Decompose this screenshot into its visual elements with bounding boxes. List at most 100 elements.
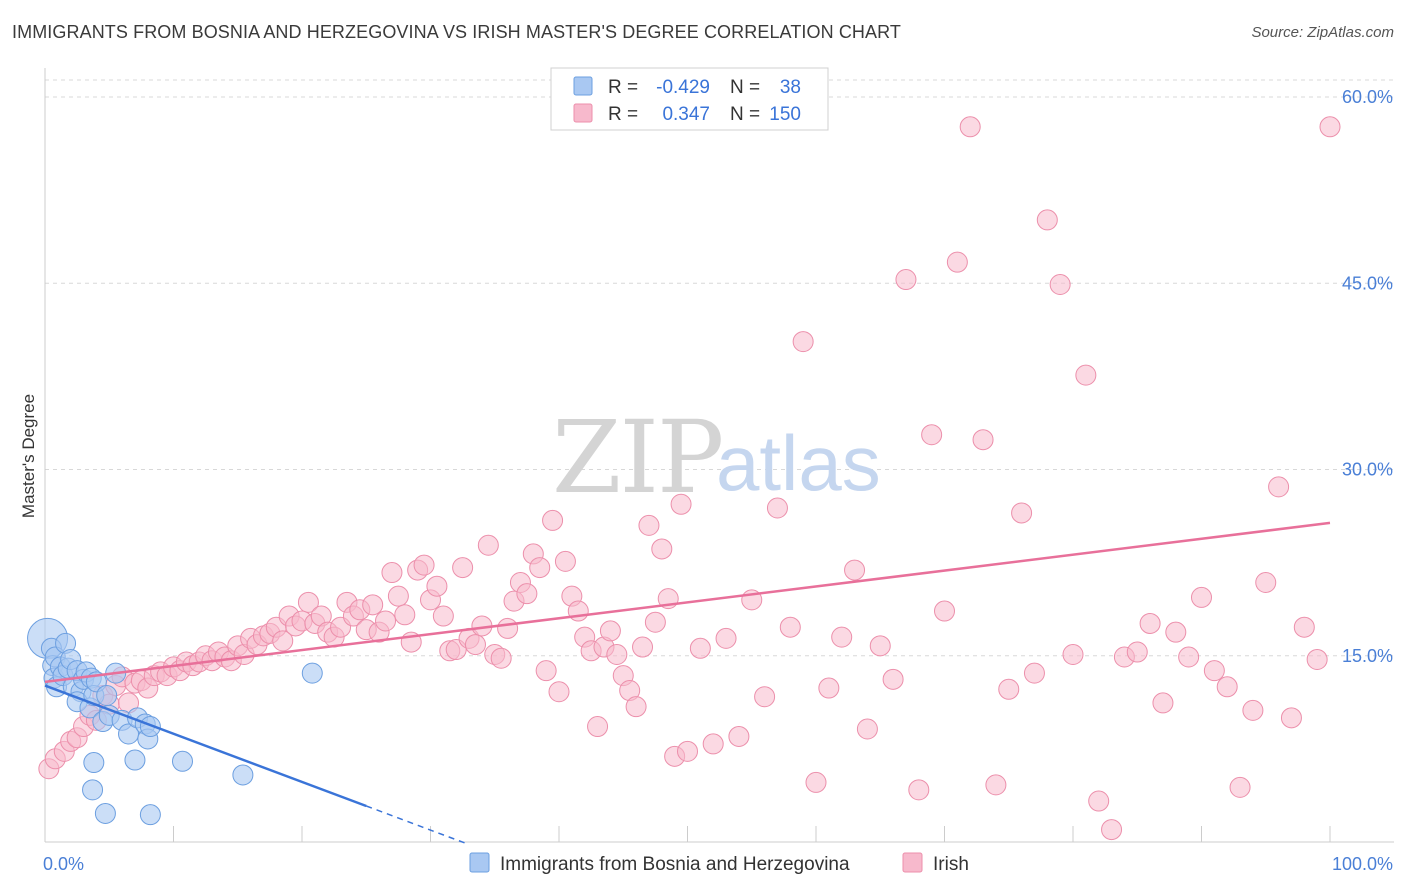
- irish-point: [1242, 699, 1264, 721]
- stats-legend-blue-swatch: [573, 76, 593, 96]
- bottom-legend: Immigrants from Bosnia and Herzegovina I…: [469, 852, 969, 875]
- bosnia-point: [118, 723, 140, 745]
- irish-point: [1023, 662, 1045, 684]
- stats-legend-pink-swatch: [573, 103, 593, 123]
- irish-point: [381, 562, 403, 584]
- legend-swatch-bosnia: [469, 852, 490, 873]
- irish-point: [1152, 692, 1174, 714]
- irish-point: [1139, 612, 1161, 634]
- irish-point: [728, 725, 750, 747]
- y-tick-label: 45.0%: [1342, 273, 1393, 293]
- irish-point: [413, 554, 435, 576]
- irish-point: [587, 716, 609, 738]
- irish-point: [670, 493, 692, 515]
- irish-point: [606, 644, 628, 666]
- irish-point: [1178, 646, 1200, 668]
- watermark: ZIP atlas: [552, 399, 881, 516]
- irish-point: [831, 626, 853, 648]
- irish-point: [998, 678, 1020, 700]
- irish-point: [1165, 621, 1187, 643]
- irish-point: [1268, 476, 1290, 498]
- irish-point: [638, 514, 660, 536]
- irish-point: [1075, 364, 1097, 386]
- bosnia-point: [232, 764, 254, 786]
- bosnia-point: [139, 804, 161, 826]
- legend-label-irish: Irish: [933, 854, 969, 875]
- bosnia-point: [301, 662, 323, 684]
- grid-lines: [45, 79, 1394, 657]
- irish-point: [779, 616, 801, 638]
- axes: [44, 68, 1394, 843]
- bosnia-point: [94, 802, 116, 824]
- irish-point: [567, 600, 589, 622]
- irish-point: [1216, 676, 1238, 698]
- irish-points: [38, 116, 1341, 841]
- irish-point: [766, 497, 788, 519]
- y-axis-label: Master's Degree: [19, 394, 38, 518]
- irish-point: [529, 557, 551, 579]
- bosnia-point: [83, 752, 105, 774]
- bosnia-point: [124, 749, 146, 771]
- trend-lines: [44, 521, 1331, 846]
- bosnia-point: [171, 750, 193, 772]
- irish-point: [856, 718, 878, 740]
- irish-point: [387, 585, 409, 607]
- irish-point: [677, 740, 698, 762]
- bosnia-trend-extension: [365, 805, 470, 846]
- irish-point: [375, 610, 397, 632]
- irish-point: [972, 429, 994, 451]
- irish-point: [625, 696, 647, 718]
- stats-legend-n-label: N =: [730, 77, 760, 98]
- irish-point: [1280, 707, 1302, 729]
- irish-point: [464, 634, 486, 656]
- watermark-atlas: atlas: [716, 419, 881, 507]
- irish-point: [1191, 586, 1212, 608]
- stats-legend-frame: [550, 67, 829, 131]
- stats-legend-r-value: -0.429: [656, 77, 710, 98]
- irish-point: [689, 637, 711, 659]
- irish-point: [1306, 648, 1328, 670]
- irish-point: [1126, 641, 1148, 663]
- irish-point: [452, 557, 474, 579]
- stats-legend-n-label: N =: [730, 104, 760, 125]
- irish-point: [1036, 209, 1058, 231]
- stats-legend-r-label: R =: [608, 77, 638, 98]
- irish-point: [1293, 616, 1315, 638]
- bosnia-point: [96, 684, 118, 706]
- x-tick-label: 0.0%: [43, 854, 84, 874]
- irish-point: [1319, 116, 1341, 138]
- irish-point: [535, 660, 557, 682]
- stats-legend-n-value: 150: [769, 104, 801, 125]
- tick-labels: 15.0% 30.0% 45.0% 60.0% 0.0% 100.0%: [43, 87, 1393, 874]
- irish-point: [882, 668, 904, 690]
- irish-point: [934, 600, 955, 622]
- irish-point: [272, 630, 294, 652]
- irish-point: [632, 636, 654, 658]
- irish-point: [754, 686, 776, 708]
- irish-point: [715, 627, 737, 649]
- irish-point: [702, 733, 724, 755]
- irish-point: [599, 620, 621, 642]
- irish-trend-line: [44, 521, 1331, 684]
- irish-point: [895, 269, 917, 291]
- stats-legend: R = -0.429 N = 38 R = 0.347 N = 150: [550, 67, 829, 131]
- irish-point: [818, 677, 840, 699]
- irish-point: [432, 605, 454, 627]
- x-tick-label: 100.0%: [1332, 854, 1393, 874]
- stats-legend-n-value: 38: [780, 77, 801, 98]
- irish-point: [426, 575, 448, 597]
- bosnia-point: [82, 779, 104, 801]
- irish-point: [542, 509, 564, 531]
- bosnia-point: [139, 716, 161, 738]
- irish-point: [946, 251, 968, 273]
- irish-point: [1049, 273, 1071, 295]
- stats-legend-r-label: R =: [608, 104, 638, 125]
- irish-point: [792, 331, 814, 353]
- irish-point: [490, 647, 512, 669]
- source-credit: Source: ZipAtlas.com: [1251, 24, 1394, 41]
- bosnia-points: [27, 617, 323, 826]
- stats-legend-r-value: 0.347: [662, 104, 710, 125]
- irish-point: [516, 583, 538, 605]
- irish-point: [1229, 776, 1251, 798]
